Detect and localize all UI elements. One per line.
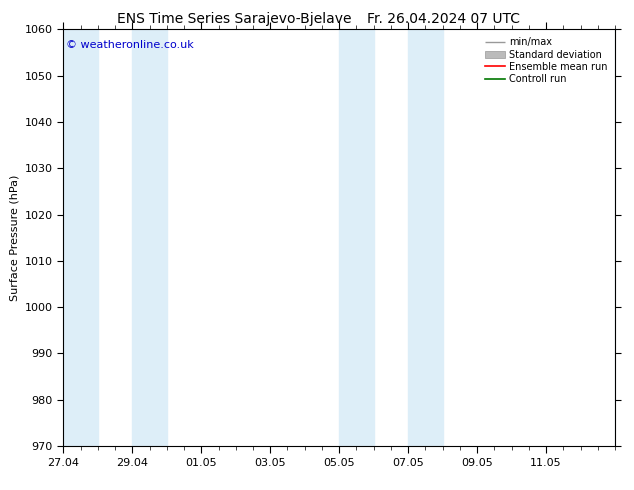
Text: ENS Time Series Sarajevo-Bjelave: ENS Time Series Sarajevo-Bjelave <box>117 12 352 26</box>
Legend: min/max, Standard deviation, Ensemble mean run, Controll run: min/max, Standard deviation, Ensemble me… <box>482 34 610 87</box>
Bar <box>615 29 634 446</box>
Bar <box>133 29 167 446</box>
Bar <box>63 29 98 446</box>
Y-axis label: Surface Pressure (hPa): Surface Pressure (hPa) <box>10 174 19 301</box>
Text: Fr. 26.04.2024 07 UTC: Fr. 26.04.2024 07 UTC <box>367 12 521 26</box>
Bar <box>408 29 443 446</box>
Text: © weatheronline.co.uk: © weatheronline.co.uk <box>66 40 194 50</box>
Bar <box>339 29 373 446</box>
